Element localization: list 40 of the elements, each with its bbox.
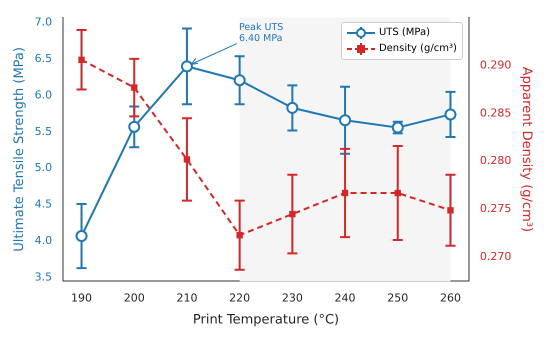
- y2-tick-label: 0.290: [480, 58, 512, 72]
- y2-axis-title: Apparent Density (g/cm³): [518, 66, 534, 232]
- point: [76, 230, 88, 242]
- y2-tick-label: 0.275: [480, 202, 512, 216]
- y-tick-label: 4.5: [34, 198, 52, 211]
- x-tick-label: 260: [440, 292, 461, 305]
- point: [234, 74, 246, 86]
- x-tick-label: 240: [334, 292, 356, 305]
- point: [339, 114, 352, 126]
- y-tick-label: 7.0: [34, 16, 52, 29]
- y-tick-label: 3.5: [34, 270, 52, 284]
- legend-label: UTS (MPa): [378, 26, 430, 40]
- legend-label: Density (g/cm³): [378, 42, 457, 56]
- point: [180, 60, 193, 72]
- y2-tick-label: 0.285: [480, 106, 512, 120]
- point: [444, 108, 456, 120]
- y-axis-title: Ultimate Tensile Strength (MPa): [12, 47, 28, 252]
- x-tick-label: 230: [282, 292, 303, 305]
- x-tick-label: 210: [176, 292, 198, 305]
- point: [286, 102, 298, 114]
- y-tick-label: 6.0: [34, 88, 52, 102]
- x-tick-label: 220: [229, 292, 250, 305]
- y-tick-label: 5.0: [34, 161, 52, 174]
- y2-tick-label: 0.270: [480, 250, 512, 264]
- point: [131, 84, 138, 91]
- point: [394, 190, 401, 196]
- point: [447, 207, 454, 214]
- point: [128, 120, 140, 133]
- y2-tick-label: 0.280: [480, 154, 512, 168]
- point: [289, 210, 296, 218]
- x-tick-label: 200: [124, 292, 145, 305]
- y-tick-label: 5.5: [34, 124, 52, 138]
- x-tick-label: 250: [387, 292, 408, 305]
- x-axis-title: Print Temperature (°C): [192, 312, 340, 328]
- point: [236, 232, 243, 238]
- y-tick-label: 4.0: [34, 234, 52, 248]
- y-tick-label: 6.5: [34, 52, 52, 65]
- annotation: Peak UTS 6.40 MPa: [238, 22, 284, 44]
- x-tick-label: 190: [71, 292, 92, 305]
- point: [78, 56, 85, 63]
